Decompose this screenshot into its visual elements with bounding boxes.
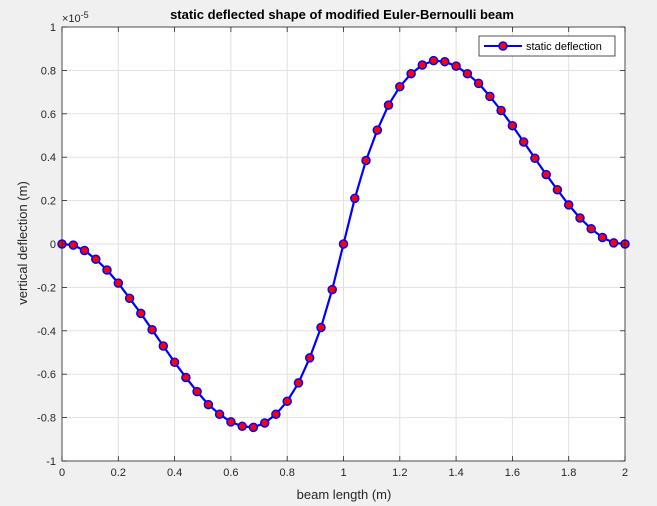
- x-tick-label: 1: [340, 467, 346, 479]
- data-point: [552, 185, 563, 195]
- data-point: [563, 200, 574, 210]
- x-tick-label: 2: [622, 467, 628, 479]
- data-point: [113, 278, 124, 288]
- data-point: [383, 100, 394, 110]
- x-tick-label: 0.2: [111, 467, 126, 479]
- data-point: [136, 308, 146, 319]
- data-point: [350, 193, 360, 204]
- y-exponent-label: ×10-5: [62, 10, 89, 25]
- data-point: [462, 68, 473, 79]
- data-point: [428, 55, 439, 66]
- data-point: [395, 81, 405, 92]
- data-point: [507, 120, 518, 131]
- legend[interactable]: static deflection: [478, 35, 616, 57]
- y-tick-label: 0.8: [41, 65, 56, 77]
- legend-label: static deflection: [526, 41, 602, 53]
- data-point: [586, 224, 596, 234]
- x-axis-label: beam length (m): [297, 487, 392, 502]
- y-tick-label: 0.2: [41, 196, 56, 208]
- x-tick-label: 0.8: [280, 467, 295, 479]
- data-point: [451, 61, 461, 71]
- y-tick-label: -1: [46, 456, 56, 468]
- y-tick-label: -0.6: [37, 369, 56, 381]
- data-point: [304, 353, 315, 363]
- data-point: [214, 409, 225, 420]
- y-tick-label: 1: [50, 22, 56, 34]
- data-point: [192, 386, 202, 397]
- data-point: [530, 153, 540, 164]
- y-tick-label: -0.8: [37, 413, 56, 425]
- data-point: [203, 399, 214, 410]
- data-point: [406, 68, 416, 79]
- data-point: [293, 378, 304, 388]
- y-axis-label: vertical deflection (m): [15, 181, 30, 305]
- data-point: [181, 372, 191, 383]
- x-tick-label: 1.8: [561, 467, 576, 479]
- data-point: [440, 56, 450, 67]
- data-point: [496, 105, 506, 116]
- data-point: [518, 137, 529, 147]
- x-tick-label: 1.4: [448, 467, 463, 479]
- data-point: [237, 421, 247, 432]
- data-point: [316, 322, 326, 333]
- tick-labels: 0 0.2 0.4 0.6 0.8 1 1.2 1.4 1.6 1.8 2 -1 -0.8 -0.6 -0.…: [37, 22, 628, 479]
- data-point: [473, 78, 484, 89]
- data-point: [259, 418, 270, 428]
- y-exponent-base: ×10: [62, 13, 81, 25]
- data-point: [282, 396, 292, 407]
- data-point: [608, 238, 619, 248]
- x-tick-label: 1.2: [392, 467, 407, 479]
- data-point: [338, 239, 349, 249]
- data-point: [124, 293, 135, 304]
- y-exponent-power: -5: [81, 10, 89, 20]
- x-tick-label: 0.6: [223, 467, 238, 479]
- data-point: [91, 254, 101, 264]
- data-point: [327, 284, 337, 295]
- chart-title: static deflected shape of modified Euler…: [170, 7, 514, 22]
- y-tick-label: -0.2: [37, 282, 56, 294]
- data-point: [575, 213, 585, 223]
- ticks: [61, 26, 626, 462]
- data-point: [79, 245, 90, 256]
- legend-marker: [498, 41, 508, 51]
- y-tick-label: 0.4: [41, 152, 56, 164]
- y-tick-label: -0.4: [37, 326, 56, 338]
- data-point: [597, 232, 608, 243]
- x-tick-label: 0: [59, 467, 65, 479]
- data-point: [417, 60, 428, 70]
- data-point: [147, 324, 157, 335]
- data-point: [102, 265, 112, 275]
- legend-box: [478, 35, 616, 57]
- x-tick-label: 0.4: [167, 467, 182, 479]
- data-point: [541, 169, 551, 180]
- data-point: [169, 357, 180, 368]
- y-tick-label: 0: [50, 239, 56, 251]
- data-point: [271, 409, 281, 420]
- data-point: [158, 341, 169, 351]
- x-tick-label: 1.6: [505, 467, 520, 479]
- data-point: [485, 91, 495, 102]
- data-point: [372, 125, 383, 135]
- data-point: [361, 155, 371, 166]
- y-tick-label: 0.6: [41, 109, 56, 121]
- data-point: [68, 240, 79, 250]
- data-point: [226, 417, 236, 427]
- data-point: [248, 422, 259, 433]
